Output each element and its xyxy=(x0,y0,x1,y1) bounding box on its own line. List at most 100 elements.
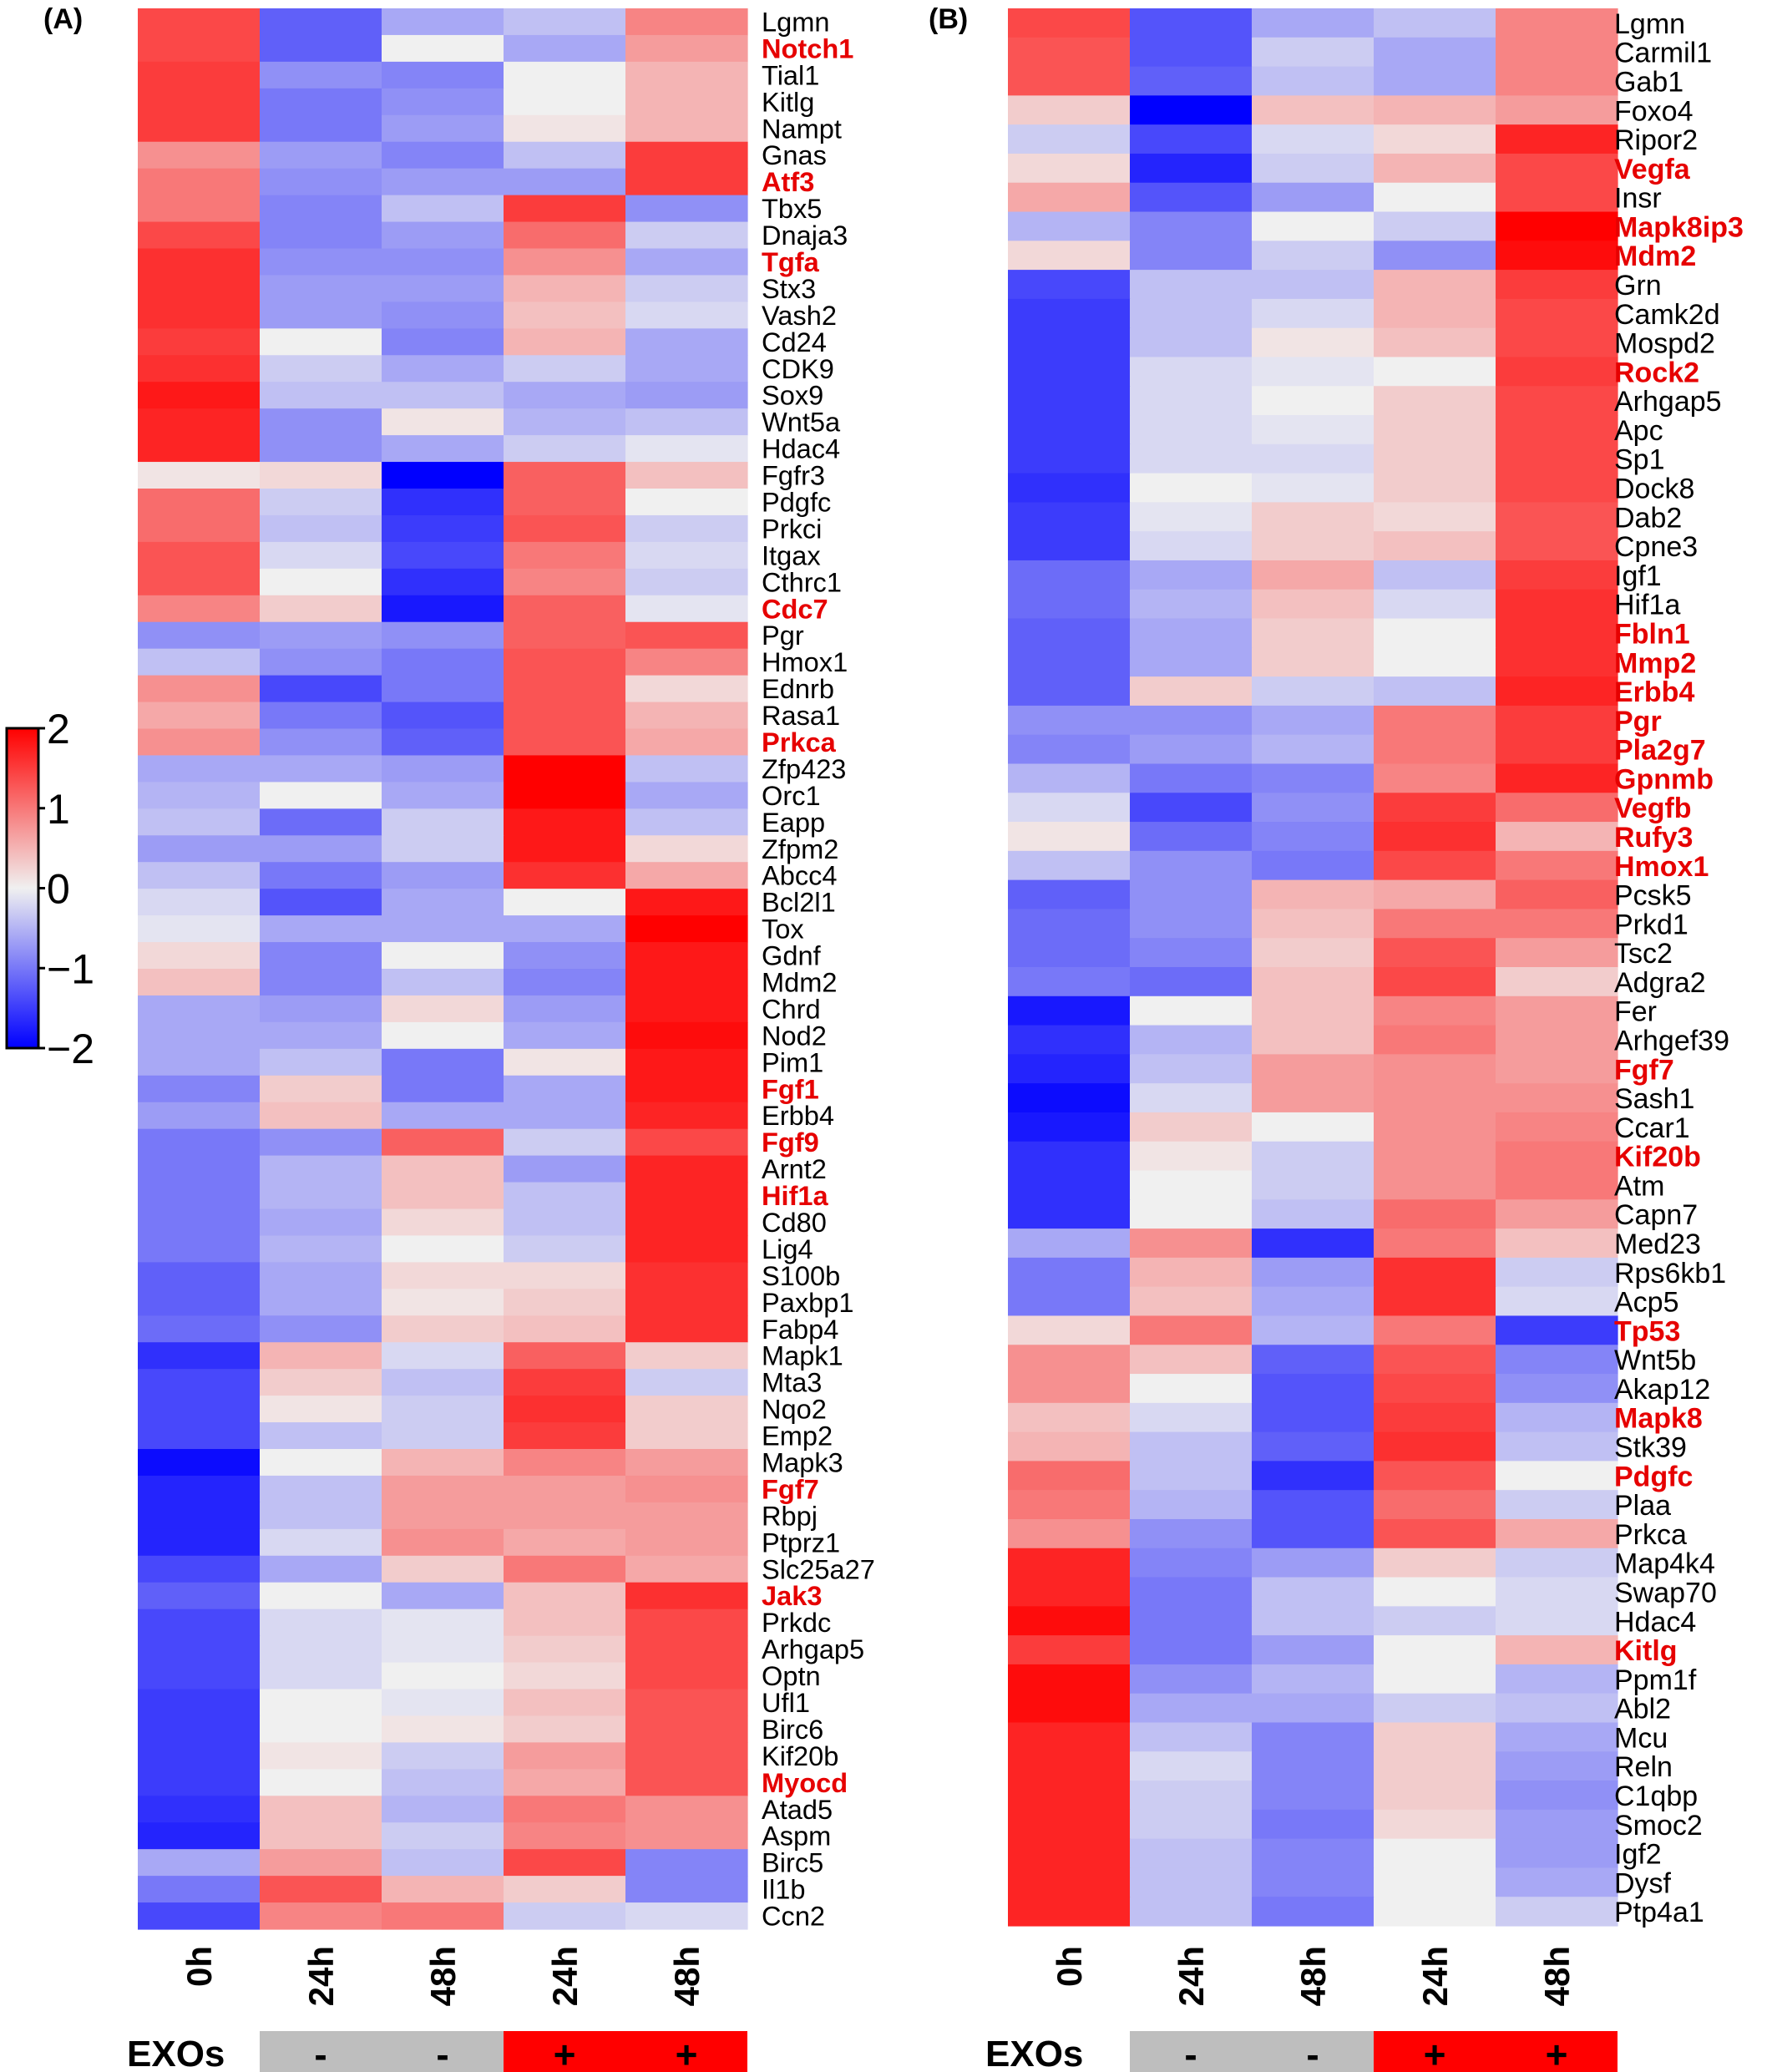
heatmap-cell xyxy=(138,595,261,623)
heatmap-cell xyxy=(504,1635,626,1664)
gene-label: Fgf9 xyxy=(762,1127,819,1158)
heatmap-cell xyxy=(260,1449,382,1477)
heatmap-cell xyxy=(1374,1431,1496,1462)
heatmap-cell xyxy=(625,915,748,943)
heatmap-cell xyxy=(382,1021,504,1050)
heatmap-cell xyxy=(1374,1838,1496,1869)
exos-label-a: EXOs xyxy=(127,2034,225,2072)
exos-sign: - xyxy=(436,2033,448,2072)
heatmap-cell xyxy=(138,1662,261,1690)
heatmap-cell xyxy=(1374,1345,1496,1375)
heatmap-cell xyxy=(504,1102,626,1130)
heatmap-cell xyxy=(625,435,748,463)
heatmap-cell xyxy=(504,621,626,650)
heatmap-cell xyxy=(1252,1054,1375,1084)
gene-label: Itgax xyxy=(762,540,821,570)
heatmap-cell xyxy=(1374,1402,1496,1433)
heatmap-cell xyxy=(1252,822,1375,852)
gene-label: Map4k4 xyxy=(1614,1548,1715,1580)
gene-label: Pdgfc xyxy=(1614,1461,1693,1492)
heatmap-cell xyxy=(625,1742,748,1770)
gene-label: Lgmn xyxy=(762,7,830,37)
heatmap-cell xyxy=(260,621,382,650)
heatmap-cell xyxy=(138,275,261,302)
gene-label: Tbx5 xyxy=(762,194,822,224)
heatmap-cell xyxy=(504,514,626,543)
heatmap-cell xyxy=(1252,618,1375,648)
gene-label: Grn xyxy=(1614,270,1662,301)
exos-bar-plus xyxy=(504,2031,747,2072)
heatmap-cell xyxy=(625,88,748,116)
heatmap-cell xyxy=(1496,1751,1618,1781)
heatmap-cell xyxy=(260,1289,382,1316)
heatmap-cell xyxy=(260,195,382,223)
heatmap-cell xyxy=(1496,1897,1618,1927)
heatmap-cell xyxy=(138,1369,261,1396)
heatmap-cell xyxy=(1496,1722,1618,1752)
heatmap-cell xyxy=(1130,1286,1253,1317)
heatmap-cell xyxy=(1252,1867,1375,1897)
heatmap-cell xyxy=(1496,8,1618,38)
heatmap-cell xyxy=(260,1235,382,1263)
heatmap-cell xyxy=(260,541,382,570)
heatmap-cell xyxy=(504,34,626,63)
heatmap-cell xyxy=(504,995,626,1023)
heatmap-cell xyxy=(1130,1345,1253,1375)
heatmap-cell xyxy=(1130,37,1253,68)
heatmap-cell xyxy=(260,782,382,809)
heatmap-cell xyxy=(1130,1838,1253,1869)
heatmap-cell xyxy=(138,328,261,356)
heatmap-cell xyxy=(1130,793,1253,823)
heatmap-cell xyxy=(382,1289,504,1316)
heatmap-cell xyxy=(625,1182,748,1210)
heatmap-cell xyxy=(504,1715,626,1743)
heatmap-cell xyxy=(138,1342,261,1370)
gene-label: Hif1a xyxy=(762,1181,829,1211)
heatmap-cell xyxy=(1374,1577,1496,1607)
heatmap-cell xyxy=(1008,1257,1131,1288)
heatmap-cell xyxy=(1008,1897,1131,1927)
gene-label: Pgr xyxy=(762,621,804,651)
gene-label: Igf2 xyxy=(1614,1839,1662,1871)
heatmap-cell xyxy=(382,355,504,382)
heatmap-cell xyxy=(260,355,382,382)
heatmap-cell xyxy=(382,34,504,63)
heatmap-cell xyxy=(625,1449,748,1477)
heatmap-cell xyxy=(1008,967,1131,997)
heatmap-cell xyxy=(1374,1751,1496,1781)
heatmap-cell xyxy=(260,141,382,170)
heatmap-cell xyxy=(625,1208,748,1237)
heatmap-cell xyxy=(504,1048,626,1077)
heatmap-cell xyxy=(1496,37,1618,68)
heatmap-cell xyxy=(625,942,748,970)
colorbar-tick-label: 1 xyxy=(47,786,70,833)
heatmap-cell xyxy=(1374,386,1496,416)
gene-label: Apc xyxy=(1614,415,1663,447)
gene-label: Notch1 xyxy=(762,33,853,63)
heatmap-cell xyxy=(138,1822,261,1850)
heatmap-cell xyxy=(625,408,748,436)
heatmap-cell xyxy=(1008,676,1131,707)
heatmap-cell xyxy=(1252,1693,1375,1724)
heatmap-cell xyxy=(1008,1025,1131,1055)
heatmap-cell xyxy=(1008,1054,1131,1084)
heatmap-cell xyxy=(1374,531,1496,561)
heatmap-cell xyxy=(138,1262,261,1289)
gene-label: Adgra2 xyxy=(1614,967,1706,999)
heatmap-cell xyxy=(1008,1751,1131,1781)
heatmap-cell xyxy=(382,1422,504,1450)
heatmap-cell xyxy=(504,808,626,836)
heatmap-cell xyxy=(1252,182,1375,213)
heatmap-cell xyxy=(1374,995,1496,1026)
heatmap-cell xyxy=(382,248,504,276)
gene-label: Dab2 xyxy=(1614,502,1682,534)
heatmap-cell xyxy=(504,1315,626,1343)
gene-label: Tgfa xyxy=(762,247,820,277)
heatmap-cell xyxy=(138,568,261,596)
gene-label: Plaa xyxy=(1614,1490,1671,1522)
heatmap-cell xyxy=(138,489,261,516)
heatmap-cell xyxy=(504,248,626,276)
heatmap-cell xyxy=(260,1555,382,1583)
heatmap-cell xyxy=(1252,995,1375,1026)
